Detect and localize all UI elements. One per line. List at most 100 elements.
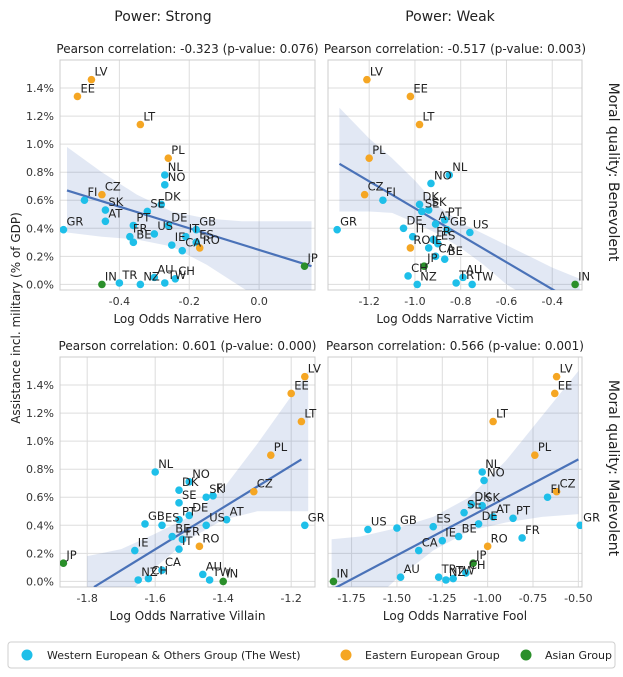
point-label-jp: JP — [426, 251, 437, 265]
point-label-fi: FI — [551, 482, 561, 496]
point-label-lv: LV — [308, 362, 321, 376]
data-point-cz — [552, 487, 561, 496]
point-label-be: BE — [448, 244, 463, 258]
data-point-dk — [467, 500, 476, 509]
point-label-ro: RO — [491, 531, 508, 545]
point-label-fr: FR — [133, 222, 148, 236]
data-point-de — [399, 224, 408, 233]
data-point-tw — [468, 280, 476, 289]
data-point-tr — [434, 573, 443, 581]
data-point-ca — [178, 246, 187, 255]
data-point-at — [222, 515, 231, 524]
regression-line — [338, 162, 556, 290]
point-label-be: BE — [136, 227, 151, 241]
data-point-ee — [73, 92, 82, 101]
legend-marker-eastern — [340, 649, 352, 661]
data-point-fr — [178, 535, 187, 544]
y-tick-label: 1.0% — [26, 138, 54, 151]
y-tick-label: 1.2% — [26, 407, 54, 420]
point-label-nz: NZ — [420, 269, 437, 283]
point-label-au: AU — [157, 262, 173, 276]
y-tick-label: 1.2% — [26, 110, 54, 123]
x-tick-label: -0.8 — [450, 295, 471, 308]
data-point-fr — [518, 534, 526, 542]
y-tick-label: 0.2% — [26, 547, 54, 560]
point-label-fi: FI — [386, 185, 396, 199]
point-label-no: NO — [192, 467, 210, 481]
point-label-au: AU — [206, 559, 222, 573]
row-title-benevolent: Moral quality: Benevolent — [605, 83, 621, 262]
data-point-tw — [160, 279, 169, 287]
data-point-ro — [195, 244, 204, 252]
point-label-gr: GR — [340, 215, 357, 229]
regression-line — [93, 458, 302, 587]
data-point-at — [101, 217, 110, 226]
panels: 0.0% 0.2% 0.4% 0.6% 0.8% 1.0% 1.2% 1.4% -0.4 -0.2… — [26, 42, 600, 623]
point-label-tr: TR — [121, 268, 137, 282]
x-tick-label: -1.0 — [404, 295, 425, 308]
data-point-be — [454, 532, 463, 541]
x-tick-label: -0.4 — [542, 295, 563, 308]
data-point-se — [143, 207, 152, 216]
point-label-lt: LT — [304, 407, 317, 421]
x-axis-label: Log Odds Narrative Victim — [376, 312, 533, 326]
point-label-no: NO — [434, 168, 452, 182]
data-point-ee — [550, 389, 559, 398]
panel-frame — [59, 356, 316, 588]
data-point-ie — [424, 244, 433, 252]
data-point-lv — [87, 75, 96, 84]
data-point-ro — [195, 542, 204, 551]
point-label-ee: EE — [558, 378, 573, 392]
data-point-dk — [175, 486, 183, 495]
point-label-us: US — [157, 219, 173, 233]
data-point-nl — [478, 468, 487, 476]
point-label-gb: GB — [199, 215, 216, 229]
data-point-lv — [552, 372, 561, 381]
point-label-tw: TW — [455, 564, 474, 578]
x-tick-label: -0.2 — [179, 295, 200, 308]
point-label-fr: FR — [525, 523, 540, 537]
data-point-us — [466, 228, 474, 237]
data-point-au — [459, 273, 467, 282]
point-label-ch: CH — [411, 261, 428, 275]
data-point-pl — [365, 154, 373, 162]
point-label-pl: PL — [538, 440, 552, 454]
panel-frame — [327, 356, 583, 588]
y-axis-label: Assistance incl. military (% of GDP) — [9, 212, 23, 424]
confidence-band — [339, 107, 580, 290]
data-point-sk — [424, 206, 433, 214]
point-label-lt: LT — [143, 110, 156, 124]
legend-marker-west — [21, 649, 33, 661]
panel-title: Pearson correlation: -0.517 (p-value: 0.… — [324, 42, 586, 56]
point-label-no: NO — [168, 170, 186, 184]
data-point-pl — [267, 451, 275, 459]
point-label-jp: JP — [307, 251, 318, 265]
data-point-be — [129, 238, 138, 247]
point-label-de: DE — [192, 500, 208, 514]
data-point-ca — [158, 566, 166, 574]
x-axis-label: Log Odds Narrative Villain — [110, 609, 266, 623]
point-label-sk: SK — [432, 195, 447, 209]
point-label-gr: GR — [66, 215, 83, 229]
regression-line — [334, 458, 579, 587]
y-tick-label: 1.0% — [26, 435, 54, 448]
legend-marker-asian — [520, 649, 532, 661]
col-title-strong: Power: Strong — [114, 9, 211, 25]
point-label-us: US — [371, 515, 387, 529]
point-label-ca: CA — [422, 536, 438, 550]
point-label-fr: FR — [185, 524, 200, 538]
point-label-sk: SK — [209, 482, 224, 496]
data-point-pt — [129, 221, 138, 230]
x-tick-label: -1.25 — [428, 592, 456, 605]
point-label-ch: CH — [469, 558, 486, 572]
y-tick-label: 0.4% — [26, 222, 54, 235]
data-point-gr — [301, 521, 309, 530]
point-label-lv: LV — [370, 65, 383, 79]
data-point-pt — [175, 515, 183, 524]
point-label-se: SE — [425, 196, 440, 210]
legend-frame — [7, 641, 616, 669]
point-label-jp: JP — [475, 548, 486, 562]
data-point-ee — [406, 92, 415, 101]
data-point-ch — [144, 574, 153, 583]
data-point-us — [202, 521, 210, 530]
